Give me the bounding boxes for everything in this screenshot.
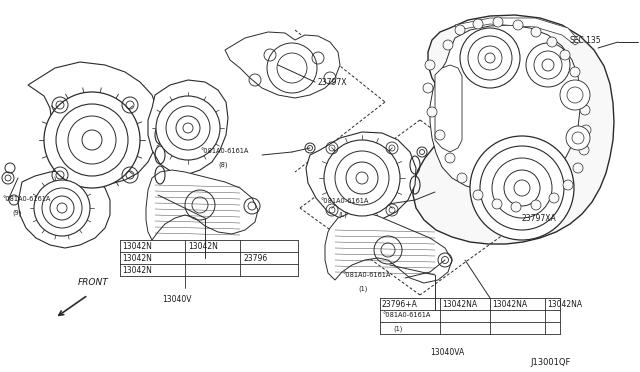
Circle shape bbox=[560, 80, 590, 110]
Circle shape bbox=[526, 43, 570, 87]
Text: 13042NA: 13042NA bbox=[547, 300, 582, 309]
Circle shape bbox=[457, 173, 467, 183]
Polygon shape bbox=[225, 32, 340, 98]
Polygon shape bbox=[148, 80, 228, 175]
Text: °081A0-6161A: °081A0-6161A bbox=[320, 198, 369, 204]
Text: (9): (9) bbox=[12, 210, 21, 217]
Text: °081A0-6161A: °081A0-6161A bbox=[2, 196, 51, 202]
Text: (1): (1) bbox=[358, 286, 367, 292]
Circle shape bbox=[549, 193, 559, 203]
Polygon shape bbox=[146, 170, 258, 240]
Polygon shape bbox=[455, 18, 580, 45]
Circle shape bbox=[560, 50, 570, 60]
Circle shape bbox=[156, 96, 220, 160]
Text: (L): (L) bbox=[338, 212, 347, 218]
Polygon shape bbox=[430, 25, 580, 191]
Text: 13042NA: 13042NA bbox=[492, 300, 527, 309]
Text: 13042N: 13042N bbox=[188, 242, 218, 251]
Circle shape bbox=[547, 37, 557, 47]
Text: FRONT: FRONT bbox=[78, 278, 109, 287]
Circle shape bbox=[493, 17, 503, 27]
Text: 13042N: 13042N bbox=[122, 266, 152, 275]
Circle shape bbox=[470, 136, 574, 240]
Text: 13042N: 13042N bbox=[122, 242, 152, 251]
Text: 23797X: 23797X bbox=[318, 78, 348, 87]
Text: 13040VA: 13040VA bbox=[430, 348, 464, 357]
Polygon shape bbox=[28, 62, 158, 184]
Text: 23797XA: 23797XA bbox=[522, 214, 557, 223]
Circle shape bbox=[577, 85, 587, 95]
Circle shape bbox=[44, 92, 140, 188]
Circle shape bbox=[445, 153, 455, 163]
Polygon shape bbox=[435, 65, 462, 152]
Circle shape bbox=[513, 20, 523, 30]
Circle shape bbox=[473, 19, 483, 29]
Circle shape bbox=[460, 28, 520, 88]
Circle shape bbox=[34, 180, 90, 236]
Circle shape bbox=[443, 40, 453, 50]
Text: 23796+A: 23796+A bbox=[382, 300, 418, 309]
Circle shape bbox=[324, 140, 400, 216]
Circle shape bbox=[511, 202, 521, 212]
Circle shape bbox=[531, 27, 541, 37]
Polygon shape bbox=[413, 15, 614, 244]
Circle shape bbox=[425, 60, 435, 70]
Text: SEC.135: SEC.135 bbox=[570, 36, 602, 45]
Text: 13042N: 13042N bbox=[122, 254, 152, 263]
Circle shape bbox=[435, 130, 445, 140]
Text: 13040V: 13040V bbox=[162, 295, 191, 304]
Circle shape bbox=[473, 190, 483, 200]
Circle shape bbox=[581, 125, 591, 135]
Circle shape bbox=[579, 145, 589, 155]
Circle shape bbox=[455, 25, 465, 35]
Circle shape bbox=[566, 126, 590, 150]
Circle shape bbox=[570, 67, 580, 77]
Circle shape bbox=[563, 180, 573, 190]
Circle shape bbox=[423, 83, 433, 93]
Text: °081A0-6161A: °081A0-6161A bbox=[342, 272, 390, 278]
Text: °081A0-6161A: °081A0-6161A bbox=[200, 148, 248, 154]
Polygon shape bbox=[325, 212, 452, 283]
Circle shape bbox=[427, 107, 437, 117]
Text: °081A0-6161A: °081A0-6161A bbox=[382, 312, 430, 318]
Text: (1): (1) bbox=[393, 326, 403, 333]
Text: 13042NA: 13042NA bbox=[442, 300, 477, 309]
Polygon shape bbox=[18, 170, 110, 248]
Circle shape bbox=[531, 200, 541, 210]
Circle shape bbox=[580, 105, 590, 115]
Text: (8): (8) bbox=[218, 162, 227, 169]
Circle shape bbox=[492, 199, 502, 209]
Text: 23796: 23796 bbox=[243, 254, 268, 263]
Polygon shape bbox=[306, 132, 416, 224]
Text: J13001QF: J13001QF bbox=[530, 358, 570, 367]
Circle shape bbox=[573, 163, 583, 173]
